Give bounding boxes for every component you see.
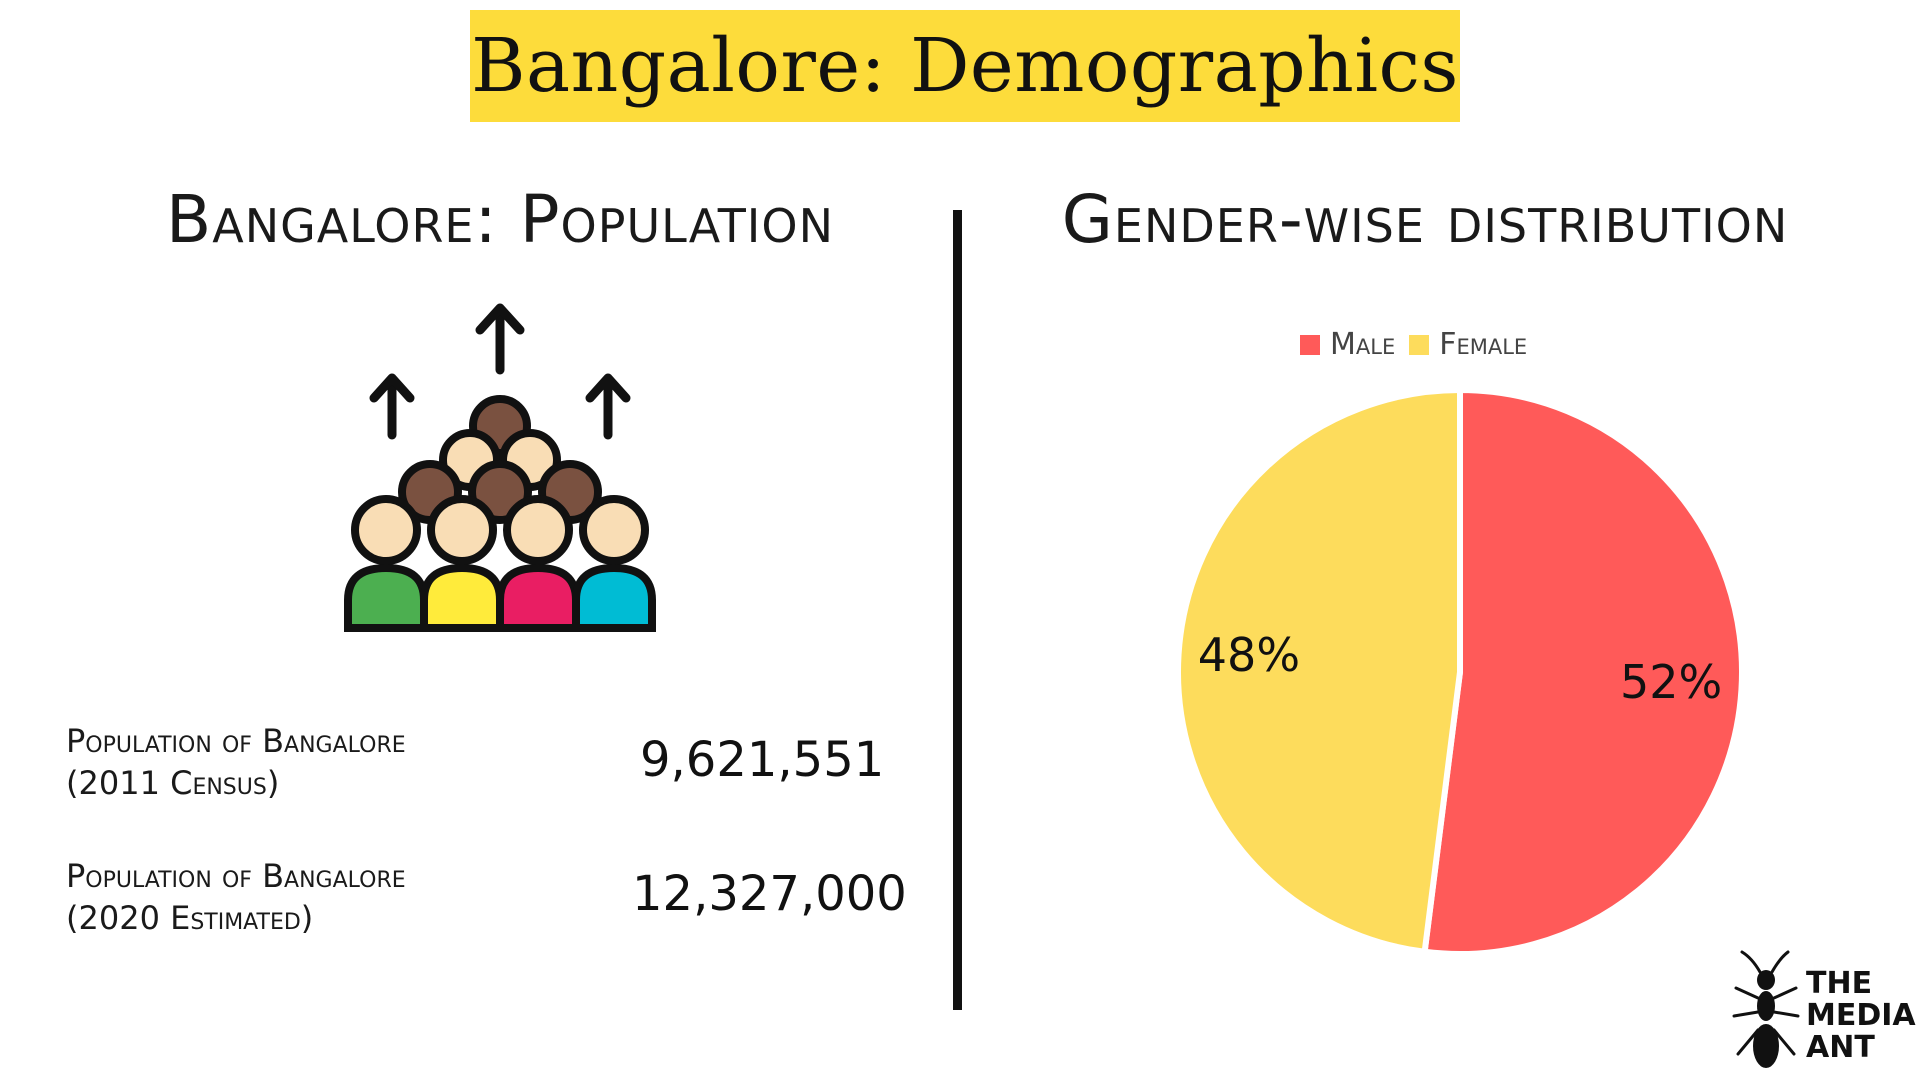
population-heading: Bangalore: Population (166, 181, 834, 258)
pie-slice-male (1421, 386, 1745, 957)
logo-text-media: MEDIA (1806, 998, 1916, 1033)
logo-text-the: THE (1806, 966, 1873, 1001)
chart-legend: Male Female (1300, 327, 1541, 362)
gender-heading: Gender-wise distribution (1061, 181, 1789, 258)
stat-2020-value: 12,327,000 (632, 866, 907, 922)
media-ant-logo: THE MEDIA ANT (1730, 950, 1920, 1075)
gender-pie-chart: 52% 48% (1175, 386, 1745, 957)
stat-2011-value: 9,621,551 (640, 732, 885, 788)
stat-2011-label-line1: Population of Bangalore (66, 722, 406, 760)
legend-label-male: Male (1330, 327, 1396, 362)
stat-2011-label-line2: (2011 Census) (66, 764, 280, 802)
legend-item-male: Male (1300, 327, 1395, 362)
pie-slice-female (1175, 386, 1463, 956)
stat-2011-label: Population of Bangalore (2011 Census) (66, 720, 626, 804)
ant-icon (1732, 950, 1800, 1068)
pie-label-female: 48% (1198, 628, 1300, 682)
legend-label-female: Female (1439, 327, 1528, 362)
stat-2020-label-line2: (2020 Estimated) (66, 899, 314, 937)
legend-swatch-female (1409, 334, 1430, 355)
title-banner: Bangalore: Demographics (470, 10, 1460, 122)
stat-2020-label-line1: Population of Bangalore (66, 857, 406, 895)
legend-swatch-male (1300, 334, 1320, 355)
vertical-divider (953, 210, 962, 1010)
legend-item-female: Female (1409, 327, 1527, 362)
crowd-growth-icon (344, 303, 656, 632)
logo-text-ant: ANT (1806, 1030, 1875, 1065)
page-title: Bangalore: Demographics (471, 23, 1459, 109)
pie-label-male: 52% (1620, 655, 1722, 709)
stat-2020-label: Population of Bangalore (2020 Estimated) (66, 855, 626, 939)
